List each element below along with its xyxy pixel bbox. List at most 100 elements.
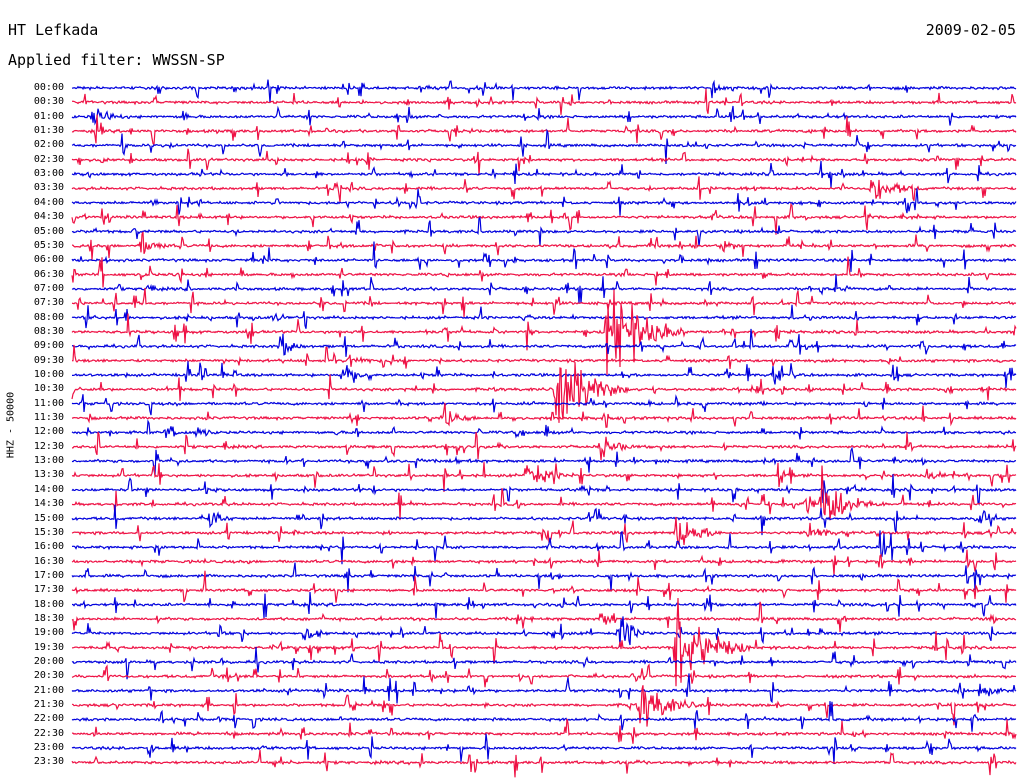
row-label: 09:30 (33, 354, 64, 366)
trace-row-1200 (71, 419, 1017, 440)
trace-row-0600 (71, 241, 1017, 272)
trace-row-1100 (71, 394, 1017, 416)
trace-row-0400 (71, 188, 1017, 216)
row-label: 03:30 (33, 182, 64, 194)
row-label: 11:00 (33, 397, 64, 409)
row-label: 00:30 (33, 96, 64, 108)
row-label: 05:00 (33, 225, 64, 237)
trace-row-1800 (71, 592, 1017, 619)
trace-row-0030 (71, 88, 1017, 115)
trace-row-0500 (71, 216, 1017, 247)
record-date: 2009-02-05 (925, 21, 1016, 39)
trace-row-1730 (71, 570, 1017, 603)
row-label: 13:00 (33, 455, 64, 467)
row-label: 06:30 (33, 268, 64, 280)
trace-row-0530 (71, 231, 1017, 260)
trace-row-2030 (71, 663, 1017, 688)
trace-row-0330 (71, 176, 1017, 203)
row-label: 05:30 (33, 239, 64, 251)
trace-row-1830 (71, 601, 1017, 633)
trace-row-0000 (71, 79, 1017, 103)
trace-row-1030 (71, 362, 1017, 423)
row-label: 00:00 (33, 82, 64, 93)
trace-row-1000 (71, 361, 1017, 388)
trace-row-2000 (71, 647, 1017, 680)
row-label: 12:30 (33, 440, 64, 452)
row-label: 02:00 (33, 139, 64, 151)
trace-row-0700 (71, 274, 1017, 304)
trace-row-2300 (71, 733, 1017, 764)
row-label: 14:00 (33, 483, 64, 495)
trace-row-0430 (71, 202, 1017, 235)
row-label: 19:30 (33, 641, 64, 653)
row-label: 22:30 (33, 727, 64, 739)
row-label: 04:00 (33, 196, 64, 208)
trace-row-1330 (71, 462, 1017, 493)
trace-row-1630 (71, 549, 1017, 576)
row-label: 16:00 (33, 541, 64, 553)
trace-row-1130 (71, 402, 1017, 428)
row-label: 11:30 (33, 412, 64, 424)
row-label: 16:30 (33, 555, 64, 567)
trace-group (71, 79, 1017, 778)
trace-row-0130 (71, 114, 1017, 147)
trace-row-1900 (71, 616, 1017, 647)
row-label: 13:30 (33, 469, 64, 481)
row-label: 19:00 (33, 627, 64, 639)
row-label: 01:00 (33, 110, 64, 122)
row-label: 22:00 (33, 713, 64, 725)
row-label: 17:30 (33, 584, 64, 596)
trace-row-0900 (71, 328, 1017, 357)
row-label: 23:00 (33, 742, 64, 754)
row-label: 15:30 (33, 526, 64, 538)
trace-row-2100 (71, 673, 1017, 704)
row-label: 04:30 (33, 211, 64, 223)
trace-row-2230 (71, 718, 1017, 744)
row-label: 03:00 (33, 168, 64, 180)
row-label: 09:00 (33, 340, 64, 352)
row-label: 08:30 (33, 325, 64, 337)
trace-row-1930 (71, 598, 1017, 687)
filter-line: Applied filter: WWSSN-SP (8, 51, 225, 69)
row-label: 23:30 (33, 756, 64, 768)
filter-name: WWSSN-SP (152, 51, 225, 69)
trace-row-2200 (71, 701, 1017, 732)
trace-row-0200 (71, 128, 1017, 165)
row-label: 02:30 (33, 153, 64, 165)
row-label: 18:30 (33, 612, 64, 624)
row-label: 15:00 (33, 512, 64, 524)
row-label: 06:00 (33, 254, 64, 266)
trace-row-1430 (71, 465, 1017, 521)
row-label: 21:30 (33, 699, 64, 711)
row-label: 01:30 (33, 125, 64, 137)
row-label: 20:00 (33, 656, 64, 667)
trace-row-1500 (71, 504, 1017, 536)
filter-label: Applied filter: (8, 51, 144, 69)
row-label: 08:00 (33, 311, 64, 323)
trace-row-1530 (71, 516, 1017, 546)
trace-row-0230 (71, 148, 1017, 176)
trace-row-2130 (71, 685, 1017, 727)
trace-row-1700 (71, 562, 1017, 593)
trace-row-0730 (71, 287, 1017, 318)
station-title: HT Lefkada (8, 21, 99, 39)
trace-row-0800 (71, 304, 1017, 329)
row-label: 12:00 (33, 426, 64, 438)
row-label: 17:00 (33, 569, 64, 581)
row-label: 07:00 (33, 282, 64, 294)
trace-row-0300 (71, 160, 1017, 188)
row-label: 14:30 (33, 498, 64, 510)
row-label: 10:30 (33, 383, 64, 395)
trace-row-0830 (71, 289, 1017, 376)
trace-row-1230 (71, 431, 1017, 461)
trace-row-1300 (71, 446, 1017, 476)
row-label: 07:30 (33, 297, 64, 309)
row-label: 18:00 (33, 598, 64, 610)
trace-row-0630 (71, 256, 1017, 288)
trace-row-2330 (71, 749, 1017, 778)
row-label: 20:30 (33, 670, 64, 682)
trace-row-0930 (71, 344, 1017, 370)
row-label: 10:00 (33, 369, 64, 380)
trace-row-1400 (71, 474, 1017, 506)
